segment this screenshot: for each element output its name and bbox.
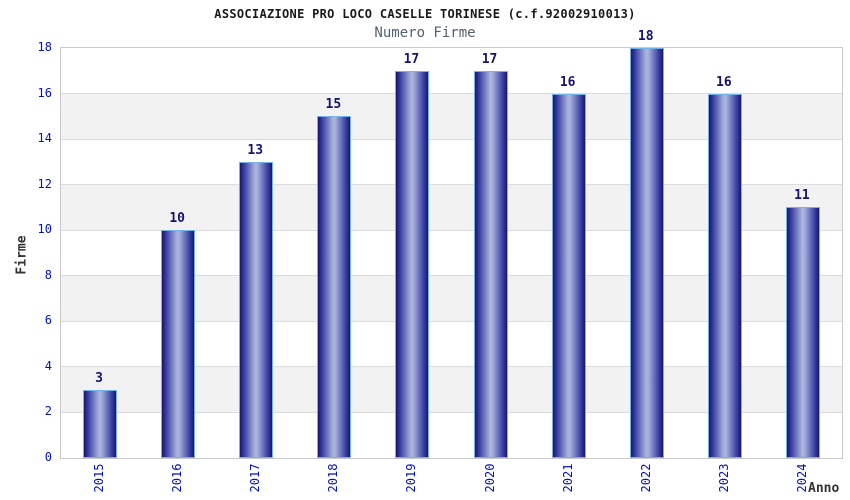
bar-2023	[707, 93, 742, 458]
bar-2018	[317, 116, 352, 458]
chart-title: ASSOCIAZIONE PRO LOCO CASELLE TORINESE (…	[214, 7, 636, 21]
bar-2015	[83, 389, 118, 458]
y-tick-label: 10	[37, 222, 52, 237]
bar-value-label: 13	[247, 142, 264, 158]
x-axis-title: Anno	[808, 481, 840, 496]
bar-value-label: 3	[95, 370, 103, 386]
bar-2020	[473, 70, 508, 458]
grid-line	[61, 229, 842, 231]
y-tick-label: 8	[44, 267, 52, 282]
grid-line	[61, 184, 842, 186]
plot-area	[60, 47, 843, 459]
bar-value-label: 16	[716, 74, 732, 90]
x-tick-label: 2017	[248, 463, 263, 493]
bar-value-label: 17	[403, 51, 420, 67]
bar-value-label: 18	[637, 29, 654, 44]
y-tick-label: 4	[44, 358, 52, 373]
x-tick-label: 2019	[404, 463, 419, 493]
x-tick-label: 2024	[794, 463, 809, 493]
y-tick-label: 14	[37, 131, 52, 146]
bar-value-label: 15	[325, 97, 342, 113]
grid-line	[61, 93, 842, 95]
grid-line	[61, 320, 842, 322]
y-tick-label: 2	[44, 404, 52, 419]
bar-2022	[629, 48, 664, 458]
bar-2016	[161, 230, 196, 458]
bar-value-label: 11	[794, 188, 810, 204]
grid-line	[61, 366, 842, 368]
y-tick-label: 16	[37, 85, 52, 100]
x-tick-label: 2016	[170, 463, 185, 493]
bar-value-label: 17	[481, 51, 498, 67]
chart-subtitle: Numero Firme	[374, 25, 476, 41]
x-tick-label: 2020	[482, 463, 497, 493]
x-tick-label: 2023	[716, 463, 731, 493]
x-tick-label: 2018	[326, 463, 341, 493]
x-tick-label: 2021	[560, 463, 575, 493]
bar-2017	[239, 161, 274, 458]
y-tick-label: 12	[37, 176, 52, 191]
y-tick-label: 0	[44, 450, 52, 464]
bar-2021	[551, 93, 586, 458]
bar-value-label: 16	[559, 74, 576, 90]
grid-line	[61, 411, 842, 413]
bar-value-label: 10	[169, 211, 185, 227]
grid-line	[61, 138, 842, 140]
x-tick-label: 2015	[92, 463, 107, 493]
grid-line	[61, 275, 842, 277]
x-tick-label: 2022	[638, 463, 653, 493]
y-tick-label: 6	[44, 313, 52, 328]
bar-2019	[395, 70, 430, 458]
y-tick-label: 18	[37, 40, 52, 54]
bar-2024	[785, 207, 820, 458]
